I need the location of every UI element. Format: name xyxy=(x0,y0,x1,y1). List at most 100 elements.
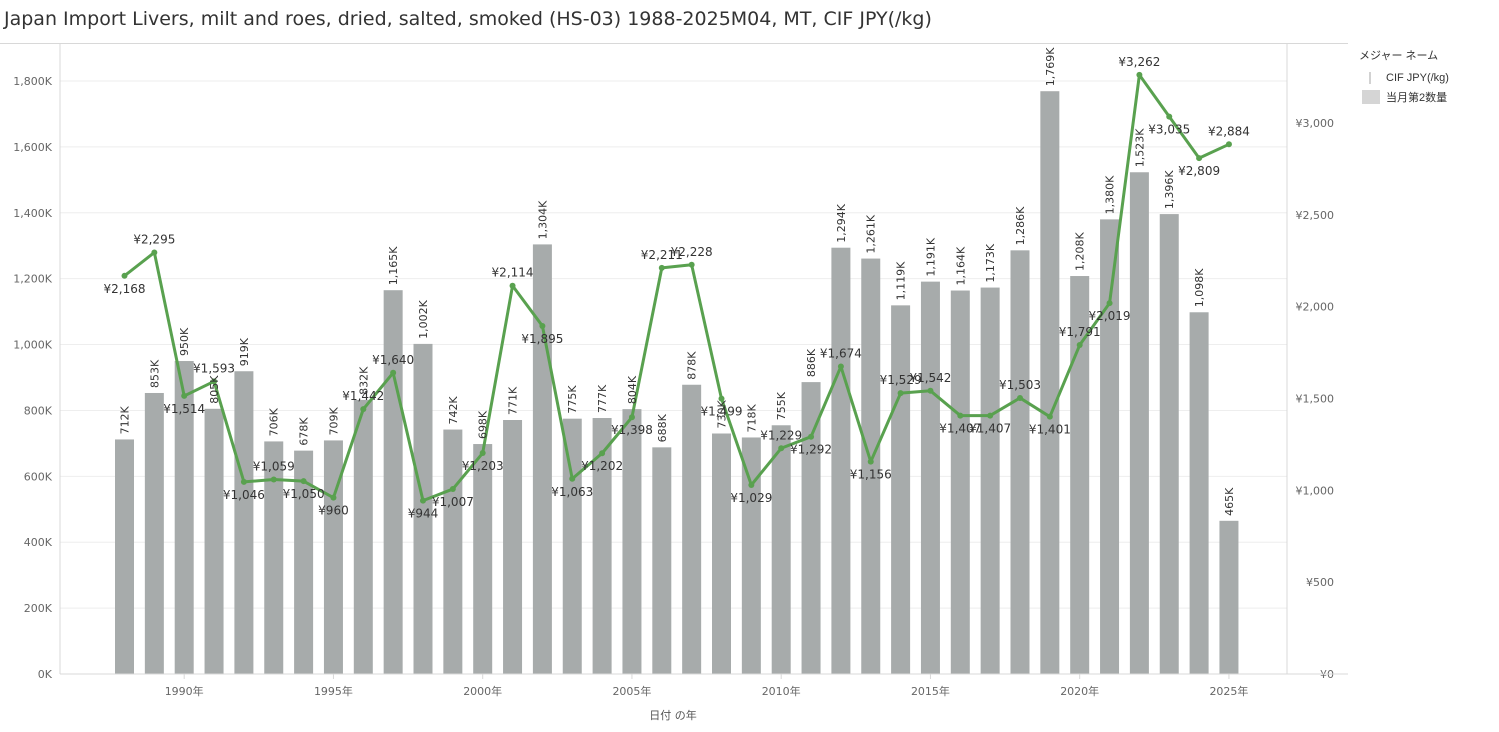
bar xyxy=(741,437,761,674)
bar xyxy=(622,409,642,674)
price-value-label: ¥2,228 xyxy=(671,245,713,259)
x-axis-tick-label: 1990年 xyxy=(165,684,204,698)
title-divider xyxy=(0,43,1348,44)
legend-item-quantity[interactable]: 当月第2数量 xyxy=(1362,87,1449,106)
price-value-label: ¥1,640 xyxy=(372,353,414,367)
left-axis-tick-label: 1,400K xyxy=(13,207,52,220)
price-value-label: ¥1,203 xyxy=(462,459,504,473)
price-point xyxy=(599,450,606,457)
line-swatch-icon xyxy=(1362,71,1378,84)
bar xyxy=(950,290,970,674)
price-value-label: ¥2,295 xyxy=(133,232,175,246)
bar-value-label: 678K xyxy=(298,417,311,446)
right-axis-tick-label: ¥1,000 xyxy=(1296,484,1335,497)
bar-value-label: 1,208K xyxy=(1074,232,1087,271)
bar xyxy=(1100,219,1120,674)
price-point xyxy=(658,264,665,271)
bar xyxy=(1040,91,1060,675)
bar xyxy=(861,258,881,674)
bar xyxy=(712,433,731,674)
price-value-label: ¥1,442 xyxy=(342,389,384,403)
bar-value-label: 709K xyxy=(327,406,340,435)
x-axis-tick-label: 2015年 xyxy=(911,684,950,698)
x-axis-tick-label: 2025年 xyxy=(1209,684,1248,698)
price-point xyxy=(748,482,755,489)
price-point xyxy=(837,363,844,370)
data-labels: 712K 853K 950K 805K 919K 706K 678K 709K 832K 1,16… xyxy=(104,47,1250,521)
price-point xyxy=(1196,155,1203,162)
bar xyxy=(473,444,493,674)
bar xyxy=(801,382,821,674)
bar-value-label: 804K xyxy=(626,375,639,404)
bar-value-label: 775K xyxy=(566,385,579,414)
bar xyxy=(323,440,343,674)
bar xyxy=(532,244,552,674)
bar xyxy=(413,343,433,674)
bar xyxy=(1070,276,1090,674)
left-axis-tick-label: 400K xyxy=(24,536,53,549)
bar-value-label: 706K xyxy=(268,407,281,436)
price-value-label: ¥1,503 xyxy=(999,378,1041,392)
price-point xyxy=(897,390,904,397)
price-line xyxy=(123,73,1230,503)
bar xyxy=(682,384,702,674)
price-point xyxy=(718,395,725,402)
price-value-label: ¥1,529 xyxy=(880,373,922,387)
left-axis-tick-label: 200K xyxy=(24,602,53,615)
x-axis-tick-label: 1995年 xyxy=(314,684,353,698)
bar-value-label: 1,261K xyxy=(865,214,878,253)
price-value-label: ¥1,050 xyxy=(283,487,325,501)
bar xyxy=(1159,214,1179,674)
bar xyxy=(234,371,254,674)
price-value-label: ¥1,514 xyxy=(163,402,205,416)
price-point xyxy=(628,414,635,421)
price-point xyxy=(957,412,964,419)
price-value-label: ¥2,168 xyxy=(104,282,146,296)
price-point xyxy=(330,494,337,501)
price-point xyxy=(270,476,277,483)
left-axis-tick-label: 1,800K xyxy=(13,75,52,88)
bar xyxy=(204,408,224,674)
right-axis-tick-label: ¥2,000 xyxy=(1296,301,1335,314)
price-value-label: ¥1,063 xyxy=(551,485,593,499)
bar-value-label: 1,769K xyxy=(1044,47,1057,86)
bar xyxy=(771,425,791,674)
price-value-label: ¥1,059 xyxy=(253,459,295,473)
price-point xyxy=(300,478,307,485)
bar-value-label: 878K xyxy=(686,351,699,380)
bar-value-label: 1,165K xyxy=(387,246,400,285)
price-point xyxy=(1076,342,1083,349)
bar xyxy=(443,429,463,674)
left-axis-tick-label: 800K xyxy=(24,404,53,417)
price-value-label: ¥3,035 xyxy=(1148,123,1190,137)
price-point xyxy=(151,249,158,256)
bar-value-label: 755K xyxy=(775,391,788,420)
bar xyxy=(891,305,911,674)
bar-value-label: 1,304K xyxy=(536,200,549,239)
legend-item-cif-jpy[interactable]: CIF JPY(/kg) xyxy=(1362,68,1449,87)
price-point xyxy=(1166,113,1173,120)
price-value-label: ¥1,292 xyxy=(790,443,832,457)
bar-value-label: 1,173K xyxy=(984,243,997,282)
price-point xyxy=(1106,300,1113,307)
price-point xyxy=(867,458,874,465)
legend[interactable]: メジャー ネーム CIF JPY(/kg) 当月第2数量 xyxy=(1359,47,1449,106)
x-axis-tick-label: 2000年 xyxy=(463,684,502,698)
price-point xyxy=(390,369,397,376)
bar xyxy=(353,399,373,674)
price-value-label: ¥1,156 xyxy=(850,468,892,482)
left-axis-tick-label: 1,600K xyxy=(13,141,52,154)
x-axis-tick-label: 2005年 xyxy=(612,684,651,698)
price-value-label: ¥1,791 xyxy=(1059,325,1101,339)
chart-title: Japan Import Livers, milt and roes, drie… xyxy=(4,8,932,30)
price-point xyxy=(240,478,247,485)
bar-value-label: 832K xyxy=(357,366,370,395)
price-value-label: ¥960 xyxy=(318,504,349,518)
price-point xyxy=(181,392,188,399)
bar xyxy=(1219,520,1239,674)
price-point xyxy=(1136,71,1143,78)
price-point xyxy=(808,433,815,440)
price-point xyxy=(211,378,218,385)
bar xyxy=(920,281,940,674)
